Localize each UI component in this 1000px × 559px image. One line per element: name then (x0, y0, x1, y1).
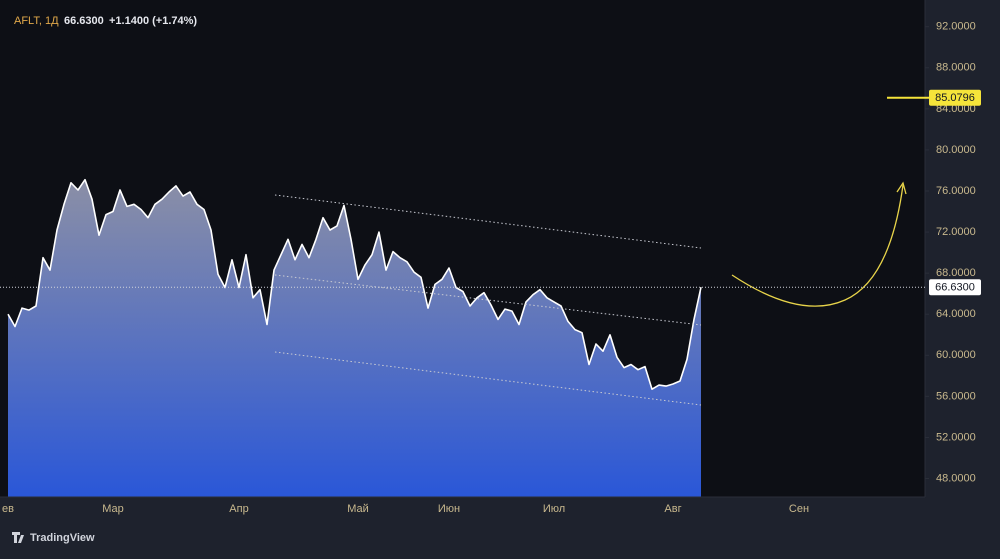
x-tick-label: Апр (229, 503, 248, 515)
symbol: AFLT, 1Д (14, 15, 59, 27)
arrow-head (896, 181, 907, 195)
y-tick-label: 88.0000 (936, 62, 976, 74)
x-tick-label: Мар (102, 503, 124, 515)
y-tick-label: 64.0000 (936, 308, 976, 320)
x-tick-label: ев (2, 503, 14, 515)
area-fill (8, 179, 701, 497)
header-change: +1.1400 (+1.74%) (109, 15, 197, 27)
x-tick-label: Июн (438, 503, 460, 515)
logo-icon (12, 532, 24, 543)
y-tick-label: 76.0000 (936, 185, 976, 197)
logo: TradingView (12, 532, 95, 544)
y-tick-label: 52.0000 (936, 431, 976, 443)
x-tick-label: Май (347, 503, 369, 515)
y-tick-label: 80.0000 (936, 144, 976, 156)
price-line (7, 178, 702, 390)
x-tick-label: Сен (789, 503, 809, 515)
level-label: 85.0796 (935, 92, 975, 104)
x-tick-label: Авг (664, 503, 681, 515)
level-box (929, 89, 981, 106)
last-price-label: 66.6300 (935, 282, 975, 294)
y-tick-label: 56.0000 (936, 390, 976, 402)
plot-layer (7, 26, 929, 497)
x-tick-label: Июл (543, 503, 565, 515)
brand: TradingView (30, 532, 95, 544)
y-tick-label: 92.0000 (936, 21, 976, 33)
forecast-arrow (731, 184, 904, 307)
y-tick-label: 48.0000 (936, 472, 976, 484)
last-price-box (929, 279, 981, 296)
y-tick-label: 68.0000 (936, 267, 976, 279)
channel-line (274, 274, 702, 326)
header-price: 66.6300 (64, 15, 104, 27)
y-tick-label: 72.0000 (936, 226, 976, 238)
y-tick-label: 60.0000 (936, 349, 976, 361)
